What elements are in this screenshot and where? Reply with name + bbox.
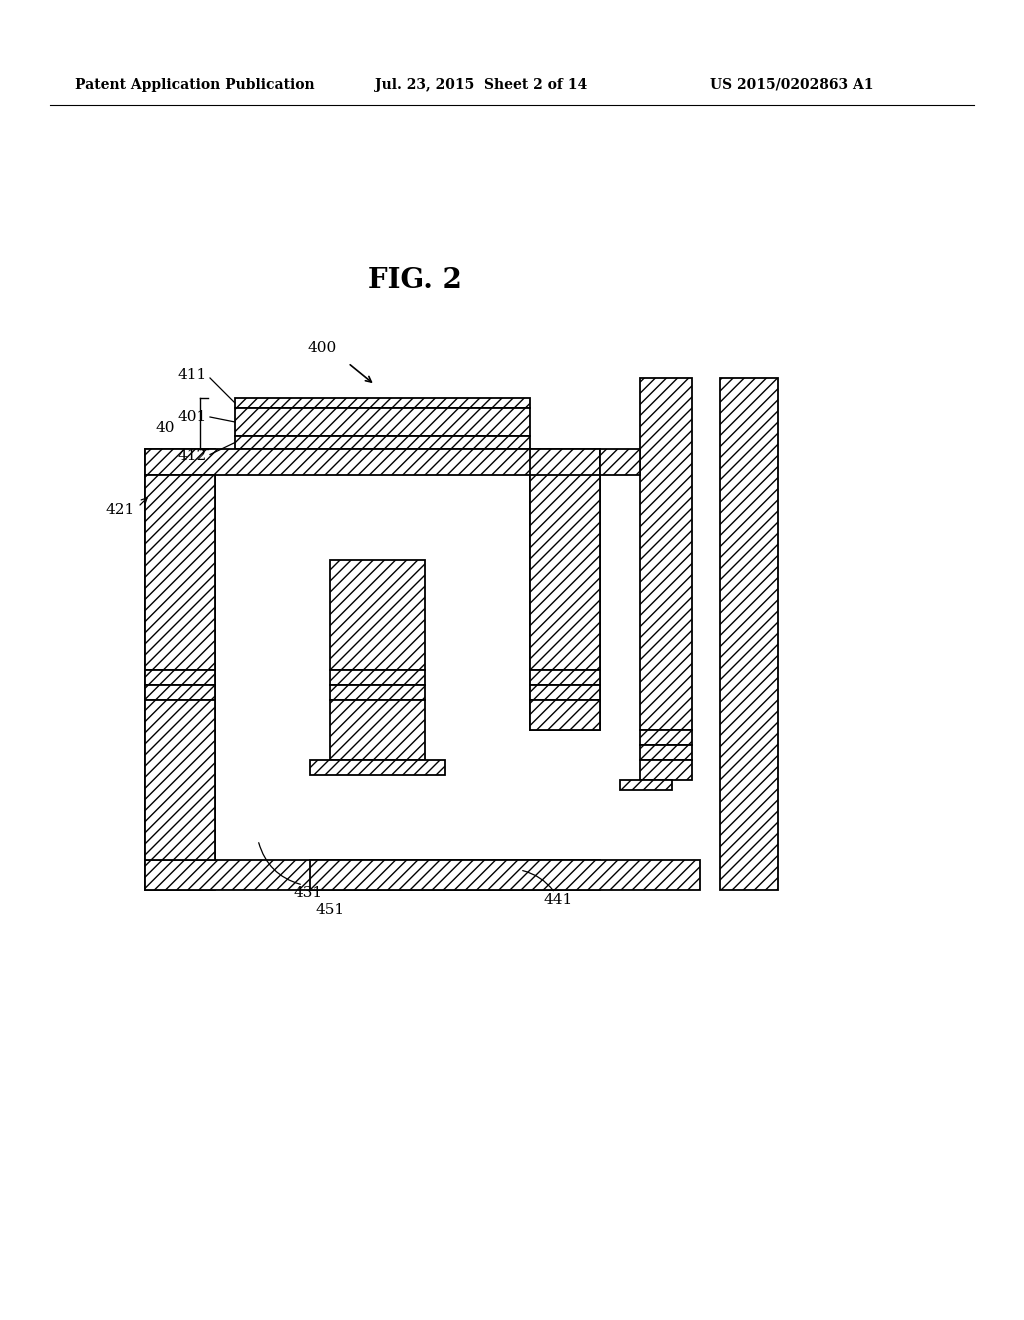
Bar [145, 671, 215, 685]
Bar [145, 449, 215, 890]
Bar [330, 685, 425, 700]
Bar [330, 560, 425, 671]
Text: FIG. 2: FIG. 2 [368, 267, 462, 293]
Text: 400: 400 [307, 341, 337, 355]
Bar [310, 760, 445, 775]
Bar [530, 671, 600, 685]
Bar [145, 449, 600, 475]
Bar [720, 378, 778, 890]
Bar [234, 399, 530, 408]
Bar [640, 730, 692, 744]
Bar [530, 449, 600, 730]
Bar [530, 700, 600, 730]
Bar [530, 685, 600, 700]
Bar [145, 685, 215, 700]
Bar [620, 780, 672, 789]
Text: 401: 401 [178, 411, 207, 424]
Text: 421: 421 [105, 503, 135, 517]
Bar [145, 700, 215, 861]
Bar [145, 475, 215, 671]
Text: US 2015/0202863 A1: US 2015/0202863 A1 [710, 78, 873, 92]
Bar [640, 378, 692, 730]
Text: Jul. 23, 2015  Sheet 2 of 14: Jul. 23, 2015 Sheet 2 of 14 [375, 78, 587, 92]
Text: 40: 40 [156, 421, 175, 436]
Text: Patent Application Publication: Patent Application Publication [75, 78, 314, 92]
Text: 412: 412 [178, 450, 207, 463]
Text: 431: 431 [294, 886, 323, 900]
Bar [310, 861, 700, 890]
Bar [640, 760, 692, 780]
Bar [600, 449, 640, 475]
Bar [234, 408, 530, 436]
Bar [234, 436, 530, 449]
Text: 441: 441 [544, 894, 572, 907]
Bar [330, 671, 425, 685]
Bar [530, 475, 600, 671]
Bar [330, 700, 425, 760]
Bar [145, 861, 600, 890]
Bar [640, 744, 692, 760]
Text: 451: 451 [315, 903, 344, 917]
Text: 411: 411 [178, 368, 207, 381]
